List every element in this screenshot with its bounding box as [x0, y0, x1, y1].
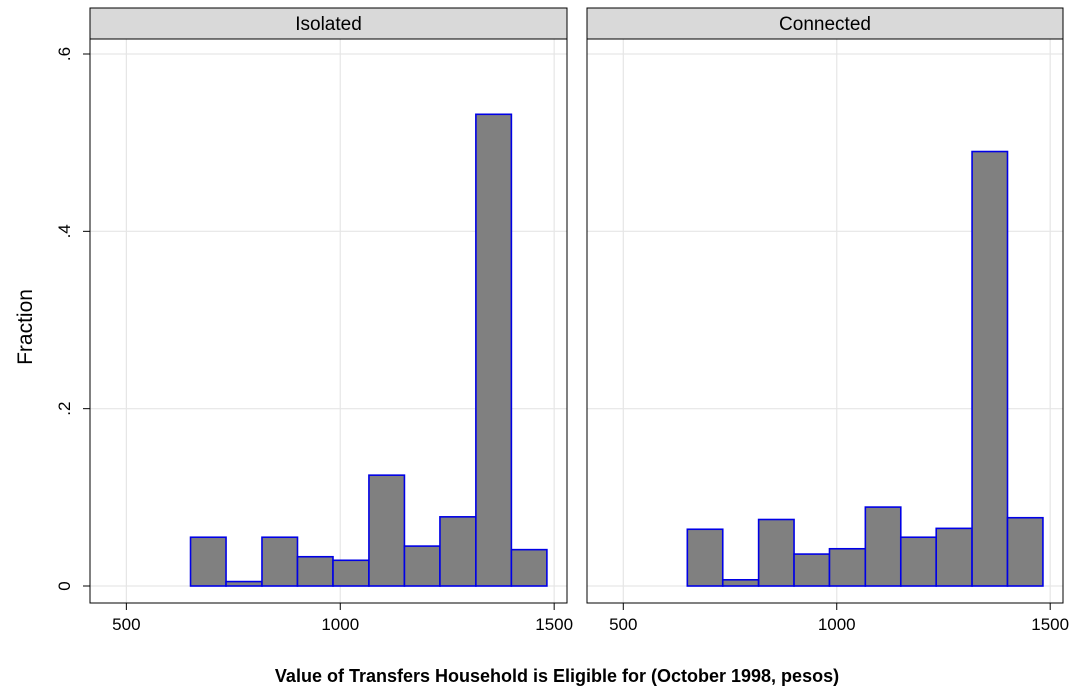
- histogram-bar: [510, 548, 548, 587]
- histogram-bar: [1006, 516, 1044, 587]
- x-tick-label: 1000: [818, 615, 856, 634]
- panel-connected: Connected 500 1000 1500: [586, 7, 1069, 634]
- histogram-bar: [971, 150, 1009, 587]
- panel-strip: [586, 7, 1064, 40]
- panel-isolated: Isolated 500 1000 1500 0 .2 .4 .6: [55, 7, 573, 634]
- histogram-bar: [439, 516, 477, 587]
- histogram-bar: [757, 518, 795, 587]
- y-tick-label: .6: [55, 47, 74, 61]
- panel-title: Isolated: [295, 14, 362, 35]
- x-tick-label: 1500: [535, 615, 573, 634]
- histogram-bar: [368, 474, 406, 587]
- plot-frame: [586, 38, 1064, 604]
- histogram-bar: [189, 536, 227, 587]
- plot-frame: [89, 38, 568, 604]
- histogram-bar: [296, 555, 334, 587]
- y-tick-label: .4: [55, 224, 74, 238]
- x-tick-label: 1500: [1031, 615, 1069, 634]
- histogram-bar: [935, 527, 973, 587]
- histogram-bar: [899, 536, 938, 587]
- x-tick-label: 500: [609, 615, 637, 634]
- histogram-bar: [332, 559, 370, 587]
- y-axis-title: Fraction: [14, 289, 37, 365]
- panel-title: Connected: [779, 14, 871, 35]
- chart-panels: Isolated 500 1000 1500 0 .2 .4 .6 Connected 500 10…: [55, 7, 1069, 634]
- histogram-bar: [864, 506, 902, 587]
- x-tick-label: 1000: [321, 615, 359, 634]
- x-axis-title: Value of Transfers Household is Eligible…: [275, 666, 839, 686]
- histogram-bar: [686, 528, 724, 587]
- histogram-bar: [828, 547, 867, 587]
- y-tick-label: .2: [55, 402, 74, 416]
- y-tick-label: 0: [55, 581, 74, 590]
- histogram-bar: [721, 578, 760, 587]
- x-tick-label: 500: [112, 615, 140, 634]
- histogram-bar: [403, 545, 441, 587]
- histogram-bar: [261, 536, 299, 587]
- histogram-bar: [225, 580, 263, 587]
- panel-strip: [89, 7, 568, 40]
- histogram-bar: [475, 113, 513, 587]
- histogram-bar: [793, 553, 831, 587]
